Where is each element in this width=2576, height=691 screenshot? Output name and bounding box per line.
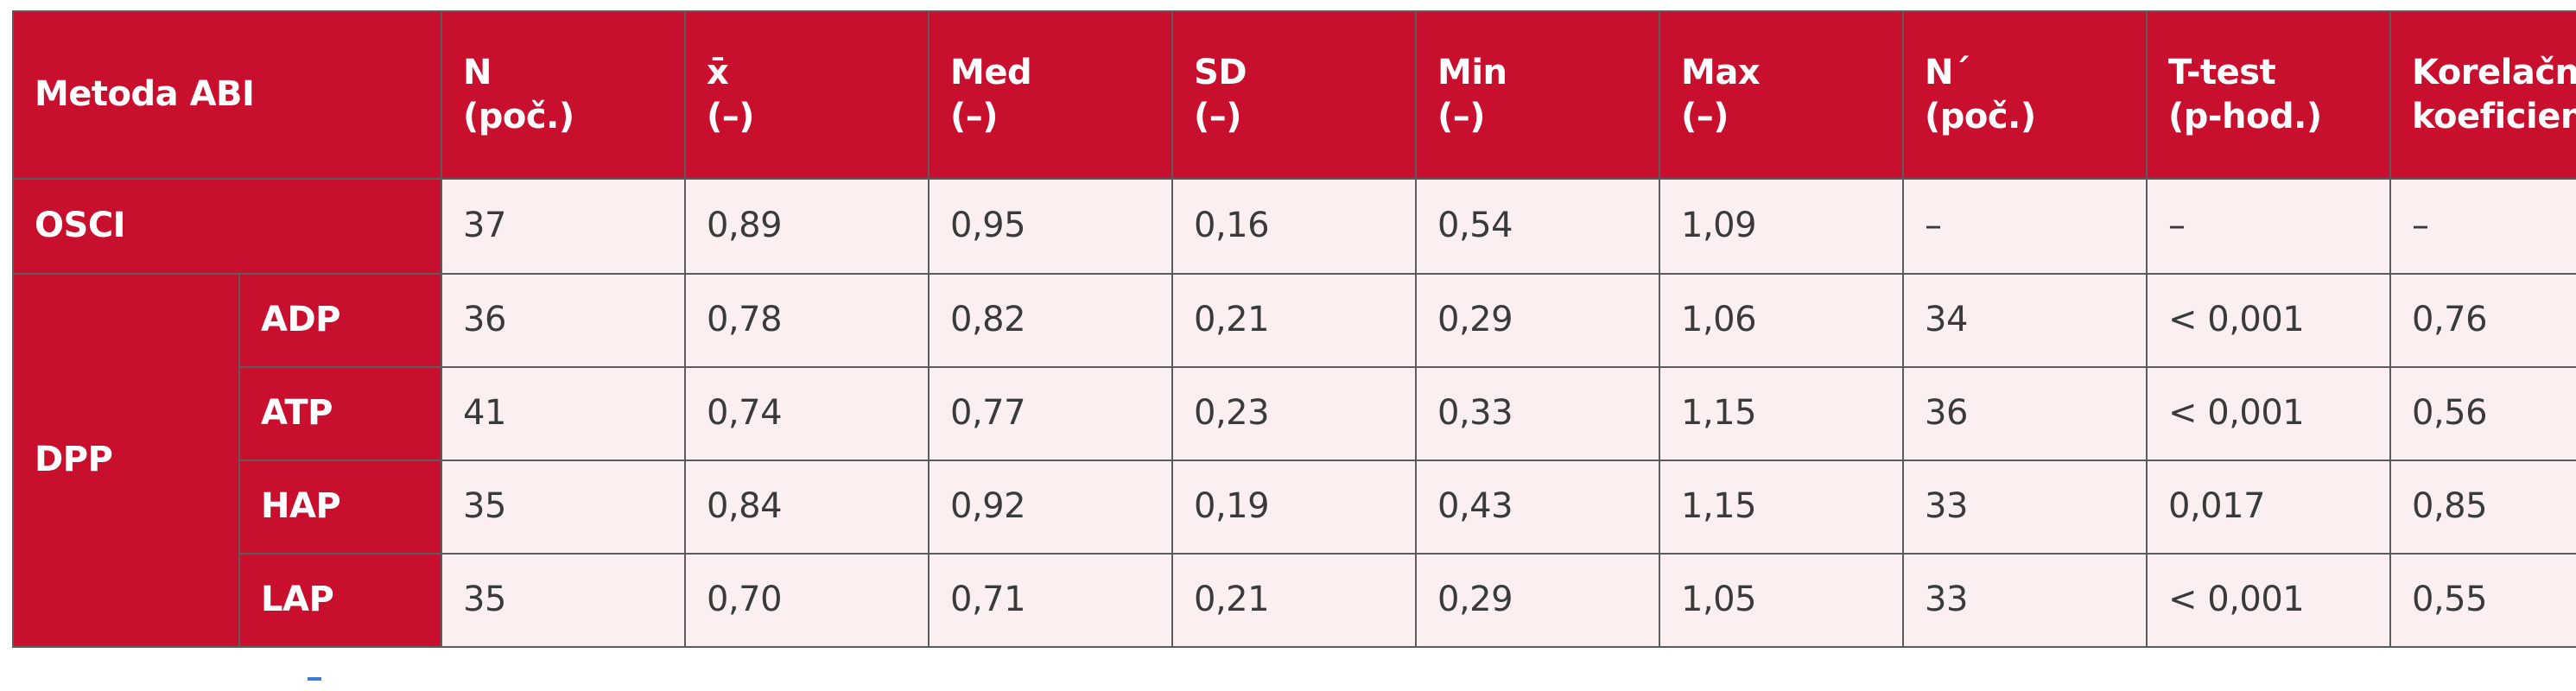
table-cell: – (2389, 178, 2576, 275)
table-cell: 0,29 (1415, 553, 1661, 648)
abi-comparison-table: Metoda ABI N (poč.) x̄ (–) Med (–) SD (–) Mi… (11, 10, 2576, 648)
table-cell: 0,017 (2146, 460, 2392, 555)
table-cell: 0,55 (2389, 553, 2576, 648)
table-cell: 33 (1902, 460, 2148, 555)
table-row-atp: ATP 41 0,74 0,77 0,23 0,33 1,15 36 < 0,0… (13, 366, 2576, 461)
row-label-hap: HAP (238, 460, 443, 555)
table-cell: 35 (441, 553, 687, 648)
table-row-lap: LAP 35 0,70 0,71 0,21 0,29 1,05 33 < 0,0… (13, 553, 2576, 648)
table-cell: – (1902, 178, 2148, 275)
table-cell: 0,16 (1171, 178, 1418, 275)
table-cell: 36 (1902, 366, 2148, 461)
table-cell: 0,89 (684, 178, 930, 275)
table-row-adp: DPP ADP 36 0,78 0,82 0,21 0,29 1,06 34 <… (12, 273, 2576, 648)
table-cell: 34 (1902, 273, 2148, 368)
table-cell: 35 (441, 460, 687, 555)
table-cell: 0,70 (684, 553, 930, 648)
header-min: Min (–) (1415, 10, 1661, 180)
table-cell: 0,56 (2389, 366, 2576, 461)
abi-table-container: Metoda ABI N (poč.) x̄ (–) Med (–) SD (–) Mi… (11, 10, 2576, 648)
table-cell: 1,15 (1659, 460, 1905, 555)
header-n: N (poč.) (441, 10, 687, 180)
table-row-osci: OSCI 37 0,89 0,95 0,16 0,54 1,09 – – – (11, 178, 2576, 275)
table-cell: 0,77 (928, 366, 1174, 461)
table-row-hap: HAP 35 0,84 0,92 0,19 0,43 1,15 33 0,017… (13, 460, 2576, 555)
header-mean: x̄ (–) (684, 10, 930, 180)
table-cell: 0,71 (928, 553, 1174, 648)
table-cell: – (2146, 178, 2392, 275)
table-cell: 0,21 (1171, 553, 1418, 648)
table-cell: 0,29 (1415, 273, 1661, 368)
table-cell: 0,82 (928, 273, 1174, 368)
row-label-lap: LAP (238, 553, 443, 648)
table-cell: 0,54 (1415, 178, 1661, 275)
table-cell: 0,74 (684, 366, 930, 461)
table-cell: 0,23 (1171, 366, 1418, 461)
table-cell: 1,06 (1659, 273, 1905, 368)
row-label-osci: OSCI (11, 178, 443, 275)
table-cell: 0,95 (928, 178, 1174, 275)
table-cell: 41 (441, 366, 687, 461)
row-label-atp: ATP (238, 366, 443, 461)
table-cell: < 0,001 (2146, 366, 2392, 461)
table-cell: 0,78 (684, 273, 930, 368)
table-cell: 0,92 (928, 460, 1174, 555)
header-row: Metoda ABI N (poč.) x̄ (–) Med (–) SD (–) Mi… (11, 10, 2576, 180)
header-method: Metoda ABI (11, 10, 443, 180)
table-cell: 0,84 (684, 460, 930, 555)
header-t-test: T-test (p-hod.) (2146, 10, 2392, 180)
row-label-adp: ADP (238, 273, 443, 368)
table-cell: < 0,001 (2146, 273, 2392, 368)
table-cell: 36 (441, 273, 687, 368)
table-cell: 1,09 (1659, 178, 1905, 275)
table-cell: 0,21 (1171, 273, 1418, 368)
table-cell: 0,76 (2389, 273, 2576, 368)
header-n-prime: N´ (poč.) (1902, 10, 2148, 180)
table-cell: 0,43 (1415, 460, 1661, 555)
header-sd: SD (–) (1171, 10, 1418, 180)
table-cell: 33 (1902, 553, 2148, 648)
row-group-label-dpp: DPP (12, 273, 240, 648)
table-cell: < 0,001 (2146, 553, 2392, 648)
footnote-marker (308, 677, 321, 681)
table-cell: 37 (441, 178, 687, 275)
header-correlation: Korelačníkoeficient r (2389, 10, 2576, 180)
table-cell: 1,15 (1659, 366, 1905, 461)
table-cell: 0,85 (2389, 460, 2576, 555)
header-median: Med (–) (928, 10, 1174, 180)
table-cell: 0,19 (1171, 460, 1418, 555)
header-max: Max (–) (1659, 10, 1905, 180)
table-cell: 1,05 (1659, 553, 1905, 648)
table-cell: 0,33 (1415, 366, 1661, 461)
